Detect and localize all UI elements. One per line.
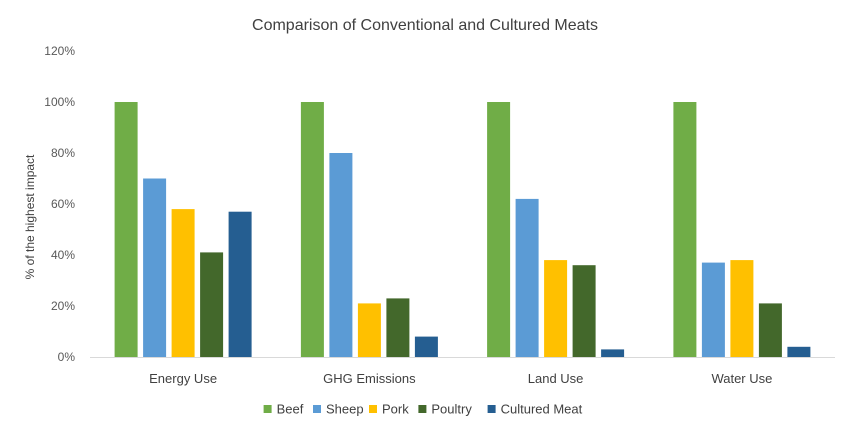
bar-pork-ghg-emissions xyxy=(357,303,381,357)
bar-poultry-water-use xyxy=(758,303,782,357)
legend-swatch xyxy=(369,405,377,413)
bar-sheep-ghg-emissions xyxy=(329,153,353,357)
y-tick-label: 40% xyxy=(51,248,75,262)
y-tick-label: 60% xyxy=(51,197,75,211)
x-category-label: Water Use xyxy=(711,371,772,386)
chart-title: Comparison of Conventional and Cultured … xyxy=(252,17,598,34)
y-axis-ticks: 0% 20% 40% 60% 80% 100% 120% xyxy=(44,44,75,364)
legend-label: Sheep xyxy=(326,402,364,417)
bar-cultured-meat-energy-use xyxy=(228,211,252,357)
legend-item-cultured-meat: Cultured Meat xyxy=(487,402,583,417)
bar-cultured-meat-land-use xyxy=(601,349,625,357)
bar-sheep-energy-use xyxy=(143,178,167,357)
x-category-label: Energy Use xyxy=(149,371,217,386)
y-tick-label: 0% xyxy=(58,350,76,364)
legend-swatch xyxy=(418,405,427,413)
legend-item-pork: Pork xyxy=(369,402,409,417)
legend: Beef Sheep Pork Poultry Cultured Meat xyxy=(263,402,583,417)
y-axis-label: % of the highest impact xyxy=(23,154,37,279)
y-tick-label: 120% xyxy=(44,44,75,58)
bar-beef-land-use xyxy=(487,102,511,357)
bar-pork-energy-use xyxy=(171,209,195,357)
bar-beef-ghg-emissions xyxy=(300,102,324,357)
bar-sheep-water-use xyxy=(701,262,725,357)
y-tick-label: 100% xyxy=(44,95,75,109)
bar-poultry-energy-use xyxy=(200,252,224,357)
legend-swatch xyxy=(487,405,496,413)
bar-pork-land-use xyxy=(544,260,568,357)
y-tick-label: 20% xyxy=(51,299,75,313)
x-axis-category-labels: Energy Use GHG Emissions Land Use Water Use xyxy=(149,371,772,386)
bar-poultry-ghg-emissions xyxy=(386,298,410,357)
bar-beef-water-use xyxy=(673,102,697,357)
legend-label: Poultry xyxy=(431,402,472,417)
bars-group xyxy=(114,102,811,357)
bar-beef-energy-use xyxy=(114,102,138,357)
x-category-label: GHG Emissions xyxy=(323,371,416,386)
legend-item-sheep: Sheep xyxy=(313,402,364,417)
bar-sheep-land-use xyxy=(515,198,539,357)
legend-item-beef: Beef xyxy=(263,402,304,417)
legend-label: Beef xyxy=(277,402,304,417)
legend-label: Cultured Meat xyxy=(501,402,583,417)
bar-cultured-meat-water-use xyxy=(787,346,811,357)
x-category-label: Land Use xyxy=(528,371,584,386)
legend-swatch xyxy=(313,405,321,413)
legend-swatch xyxy=(263,405,272,413)
bar-cultured-meat-ghg-emissions xyxy=(414,336,438,357)
legend-label: Pork xyxy=(382,402,409,417)
legend-item-poultry: Poultry xyxy=(418,402,472,417)
bar-pork-water-use xyxy=(730,260,754,357)
bar-poultry-land-use xyxy=(572,265,596,357)
y-tick-label: 80% xyxy=(51,146,75,160)
